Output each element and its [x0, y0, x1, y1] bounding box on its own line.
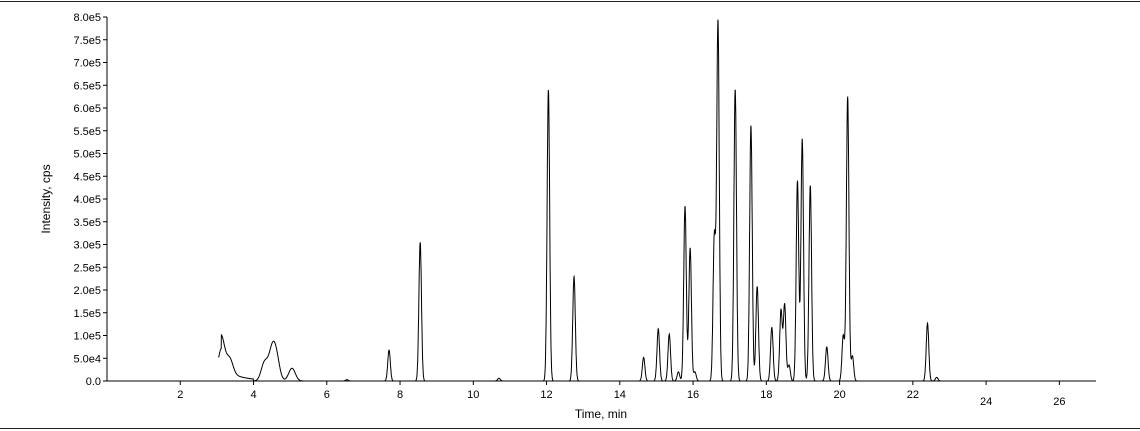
chromatogram-trace	[218, 19, 943, 382]
y-tick-label: 5.0e4	[73, 353, 101, 365]
x-tick-label: 22	[907, 389, 919, 401]
x-tick-label: 16	[687, 389, 699, 401]
y-tick-label: 2.0e5	[73, 285, 101, 297]
y-tick-label: 3.5e5	[73, 217, 101, 229]
x-tick-label: 8	[397, 389, 403, 401]
y-tick-label: 1.5e5	[73, 308, 101, 320]
y-axis-title: Intensity, cps	[39, 164, 53, 233]
x-tick-label: 6	[324, 389, 330, 401]
x-tick-label: 20	[833, 389, 845, 401]
y-tick-label: 0.0	[86, 376, 101, 388]
chart-axes	[106, 17, 1096, 382]
y-tick-label: 5.0e5	[73, 149, 101, 161]
x-tick-label: 26	[1053, 396, 1065, 408]
y-axis-ticks: 0.0 5.0e4 1.0e5 1.5e5 2.0e5 2.5e5 3.0e5 3.5e5 4.…	[73, 12, 107, 388]
y-tick-label: 7.0e5	[73, 58, 101, 70]
frame-top-border	[0, 1, 1140, 2]
y-tick-label: 2.5e5	[73, 262, 101, 274]
x-tick-label: 18	[760, 389, 772, 401]
y-tick-label: 4.5e5	[73, 171, 101, 183]
y-tick-label: 8.0e5	[73, 12, 101, 24]
y-tick-label: 6.0e5	[73, 103, 101, 115]
x-axis-title: Time, min	[575, 407, 627, 421]
x-tick-label: 4	[250, 389, 256, 401]
frame-bottom-border	[0, 428, 1140, 429]
y-tick-label: 4.0e5	[73, 194, 101, 206]
x-tick-label: 24	[980, 396, 992, 408]
y-tick-label: 7.5e5	[73, 35, 101, 47]
x-tick-label: 10	[467, 389, 479, 401]
y-tick-label: 5.5e5	[73, 126, 101, 138]
x-tick-label: 2	[177, 389, 183, 401]
y-tick-label: 1.0e5	[73, 331, 101, 343]
x-tick-label: 14	[614, 389, 626, 401]
y-tick-label: 3.0e5	[73, 240, 101, 252]
y-tick-label: 6.5e5	[73, 80, 101, 92]
x-tick-label: 12	[540, 389, 552, 401]
